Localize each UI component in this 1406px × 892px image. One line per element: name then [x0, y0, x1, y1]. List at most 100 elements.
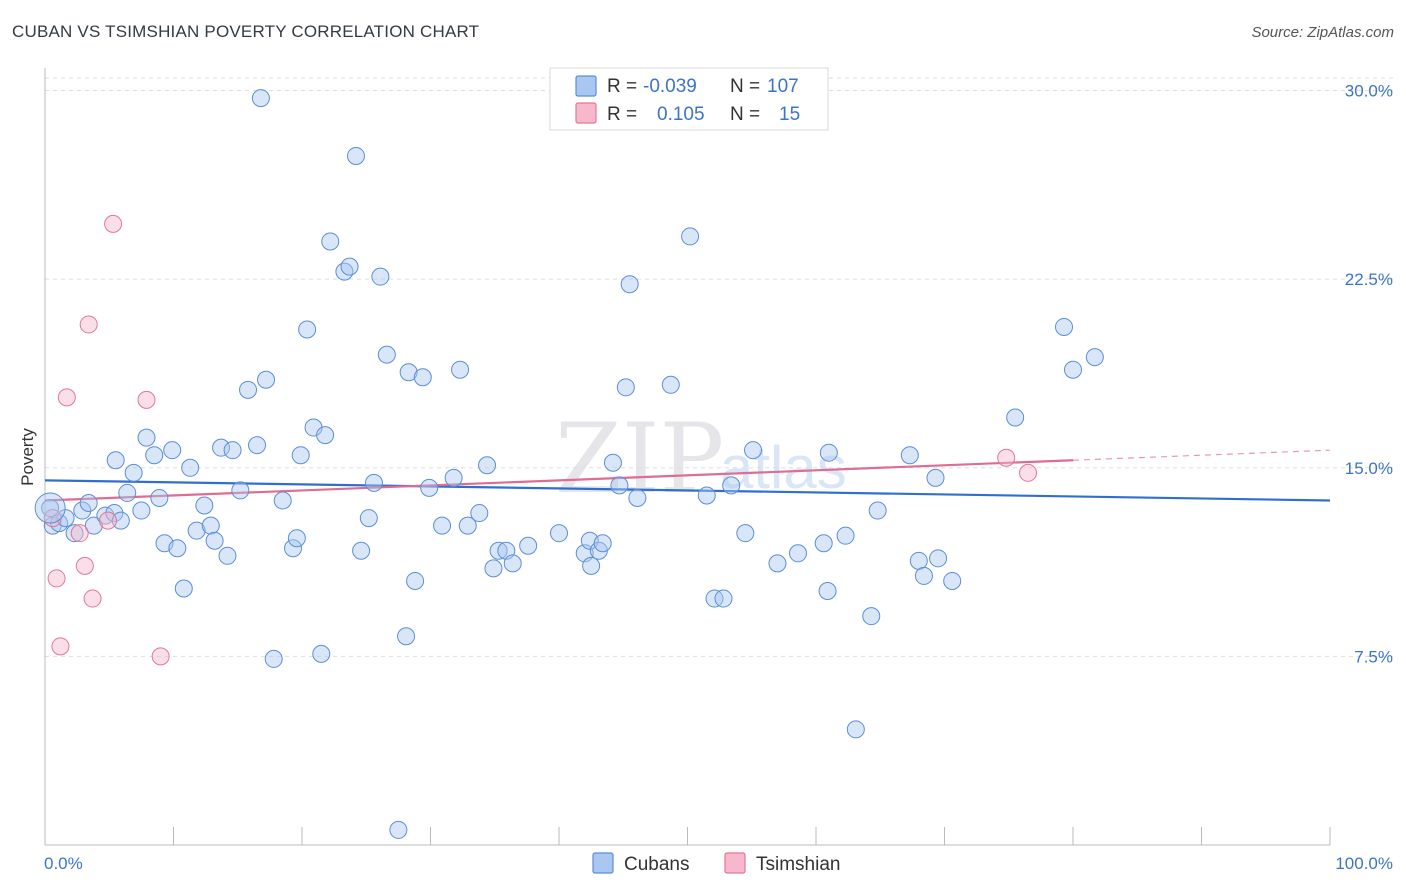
- y-tick-label: 30.0%: [1345, 82, 1393, 101]
- data-point: [1019, 463, 1038, 482]
- data-point: [187, 521, 206, 540]
- trend-line-cubans: [44, 479, 1331, 502]
- legend-bottom-swatch-tsimshian: [724, 852, 746, 874]
- data-point: [926, 468, 945, 487]
- legend-row-cubans: R = -0.039 N = 107: [575, 75, 799, 97]
- data-point: [582, 556, 601, 575]
- legend-row-tsimshian: R = 0.105 N = 15: [575, 102, 800, 125]
- data-point: [406, 571, 425, 590]
- data-point: [1006, 408, 1025, 427]
- data-point: [846, 720, 865, 739]
- data-point: [312, 644, 331, 663]
- legend-n-value: 15: [779, 104, 800, 125]
- legend-bottom-label-cubans: Cubans: [624, 854, 690, 875]
- legend-swatch-cubans: [575, 75, 597, 97]
- y-axis-title: Poverty: [18, 428, 37, 486]
- data-point: [628, 488, 647, 507]
- y-tick-label: 22.5%: [1345, 270, 1393, 289]
- data-point: [205, 531, 224, 550]
- data-point: [1064, 360, 1082, 379]
- data-point: [181, 458, 200, 477]
- legend-n-value: 107: [767, 76, 799, 97]
- x-tick-label-max: 100.0%: [1335, 854, 1393, 873]
- data-point: [291, 446, 310, 465]
- data-point: [620, 275, 639, 294]
- data-point: [451, 360, 470, 379]
- data-point: [137, 428, 156, 447]
- data-point: [868, 501, 887, 520]
- legend-r-label: R =: [607, 76, 637, 97]
- data-point: [163, 441, 182, 460]
- data-point: [284, 539, 303, 558]
- data-point: [789, 544, 808, 563]
- data-point: [105, 504, 124, 523]
- data-point: [489, 541, 508, 560]
- data-point: [862, 607, 881, 626]
- data-point: [264, 649, 283, 668]
- data-point: [819, 443, 838, 462]
- data-point: [603, 453, 622, 472]
- data-point: [195, 496, 214, 515]
- data-point: [145, 446, 164, 465]
- data-point: [413, 368, 432, 387]
- grid-lines: [45, 77, 1394, 657]
- data-point: [335, 262, 354, 281]
- data-point: [722, 476, 741, 495]
- data-point: [371, 267, 390, 286]
- data-point: [1055, 317, 1074, 336]
- data-point: [768, 554, 787, 573]
- data-point: [420, 478, 439, 497]
- data-point: [364, 473, 383, 492]
- data-point: [929, 549, 948, 568]
- series-tsimshian: [43, 214, 1038, 666]
- data-point: [818, 582, 837, 601]
- y-tick-label: 7.5%: [1354, 647, 1393, 666]
- data-point: [484, 559, 503, 578]
- data-point: [118, 483, 137, 502]
- tick-labels: 7.5% 15.0% 22.5% 30.0% 0.0% 100.0%: [44, 82, 1393, 873]
- chart-title: CUBAN VS TSIMSHIAN POVERTY CORRELATION C…: [12, 22, 480, 41]
- data-point: [736, 524, 755, 543]
- legend-bottom-label-tsimshian: Tsimshian: [756, 854, 840, 875]
- data-point: [137, 390, 156, 409]
- legend-bottom: Cubans Tsimshian: [592, 852, 840, 875]
- legend-swatch-tsimshian: [575, 102, 597, 124]
- data-point: [900, 446, 919, 465]
- data-point: [298, 320, 317, 339]
- data-point: [478, 456, 497, 475]
- data-point: [399, 363, 418, 382]
- data-point: [223, 441, 242, 460]
- data-point: [79, 315, 98, 334]
- data-point: [98, 511, 117, 530]
- trend-line-extension-tsimshian: [1072, 449, 1331, 461]
- legend-n-label: N =: [730, 76, 760, 97]
- data-point: [550, 524, 568, 543]
- data-point: [75, 556, 94, 575]
- data-point: [836, 526, 855, 545]
- data-point: [1085, 348, 1104, 367]
- data-point-cluster: [34, 492, 66, 524]
- data-points: [34, 89, 1104, 839]
- data-point: [814, 534, 833, 553]
- legend-bottom-swatch-cubans: [592, 852, 614, 874]
- trend-lines: [44, 449, 1331, 502]
- data-point: [744, 441, 763, 460]
- data-point: [73, 501, 92, 520]
- data-point: [433, 516, 452, 535]
- data-point: [909, 551, 928, 570]
- data-point: [150, 488, 169, 507]
- data-point: [83, 589, 102, 608]
- x-tick-label-min: 0.0%: [44, 854, 83, 873]
- y-tick-label: 15.0%: [1345, 459, 1393, 478]
- data-point: [239, 380, 258, 399]
- data-point: [616, 378, 635, 397]
- data-point: [287, 529, 306, 548]
- data-point: [943, 571, 962, 590]
- data-point: [458, 516, 477, 535]
- data-point: [610, 476, 629, 495]
- source-label: Source: ZipAtlas.com: [1251, 24, 1394, 41]
- series-cubans: [41, 89, 1104, 839]
- data-point: [697, 486, 716, 505]
- data-point: [321, 232, 340, 251]
